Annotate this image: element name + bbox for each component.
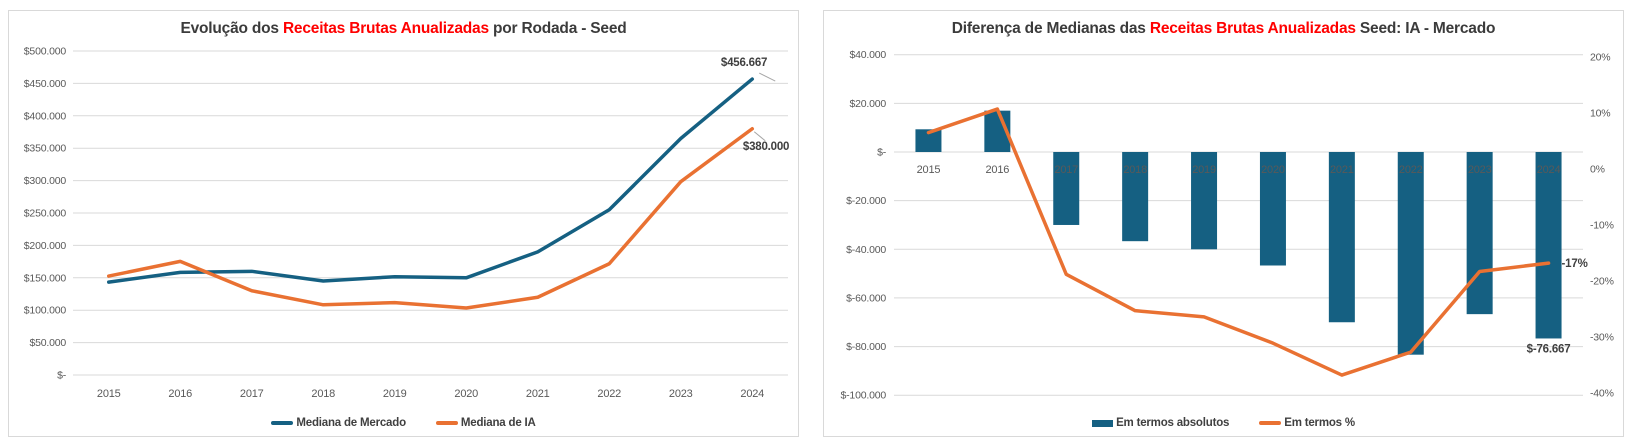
bar-2019 bbox=[1191, 152, 1218, 250]
legend-label-em-termos-pct: Em termos % bbox=[1284, 417, 1355, 429]
legend-item-mediana-de-mercado: Mediana de Mercado bbox=[271, 417, 406, 429]
left-axis-tick-label: $- bbox=[877, 147, 887, 159]
x-axis-tick-label: 2015 bbox=[917, 164, 941, 176]
series-line-ia bbox=[107, 127, 754, 310]
x-axis-tick-label: 2016 bbox=[168, 388, 192, 400]
right-chart-card: Diferença de Medianas das Receitas Bruta… bbox=[823, 10, 1624, 437]
y-axis-tick-label: $400.000 bbox=[24, 110, 67, 122]
orange-line-swatch bbox=[1259, 421, 1282, 425]
left-chart-title: Evolução dos Receitas Brutas Anualizadas… bbox=[9, 20, 798, 38]
left-axis-tick-label: $20.000 bbox=[849, 98, 886, 110]
bar-2018 bbox=[1122, 152, 1149, 242]
bar-2023 bbox=[1466, 152, 1493, 315]
x-axis-tick-label: 2018 bbox=[311, 388, 335, 400]
x-axis-tick-label: 2024 bbox=[1537, 164, 1561, 176]
left-title-highlight: Receitas Brutas Anualizadas bbox=[282, 20, 489, 37]
series-line-pct bbox=[926, 107, 1551, 377]
x-axis-tick-label: 2022 bbox=[597, 388, 621, 400]
x-axis-tick-label: 2024 bbox=[740, 388, 764, 400]
left-chart-legend: Mediana de Mercado Mediana de IA bbox=[9, 417, 798, 429]
left-axis-tick-label: $-20.000 bbox=[846, 195, 886, 207]
x-axis-tick-label: 2021 bbox=[1330, 164, 1354, 176]
bar-2015 bbox=[915, 129, 942, 152]
y-axis-tick-label: $150.000 bbox=[24, 272, 67, 284]
bar-2021 bbox=[1328, 152, 1355, 323]
data-label-ia-2024: $380.000 bbox=[743, 141, 789, 153]
y-axis-tick-label: $300.000 bbox=[24, 175, 67, 187]
right-chart-legend: Em termos absolutos Em termos % bbox=[824, 417, 1623, 429]
x-axis-tick-label: 2020 bbox=[1261, 164, 1285, 176]
right-axis-tick-label: -20% bbox=[1590, 276, 1614, 288]
data-label-pct-2024: -17% bbox=[1562, 258, 1588, 270]
left-axis-tick-label: $-80.000 bbox=[846, 341, 886, 353]
y-axis-tick-label: $200.000 bbox=[24, 240, 67, 252]
y-axis-tick-label: $350.000 bbox=[24, 143, 67, 155]
y-axis-tick-label: $50.000 bbox=[29, 337, 66, 349]
legend-item-em-termos-pct: Em termos % bbox=[1259, 417, 1355, 429]
orange-line-swatch bbox=[435, 421, 458, 425]
left-axis-tick-label: $-60.000 bbox=[846, 292, 886, 304]
bar-2020 bbox=[1259, 152, 1286, 266]
x-axis-tick-label: 2018 bbox=[1123, 164, 1147, 176]
left-title-suffix: por Rodada - Seed bbox=[488, 20, 627, 37]
x-axis-tick-label: 2023 bbox=[1468, 164, 1492, 176]
bar-2024 bbox=[1535, 152, 1562, 339]
right-title-prefix: Diferença de Medianas das bbox=[951, 20, 1150, 37]
left-chart-card: Evolução dos Receitas Brutas Anualizadas… bbox=[8, 10, 799, 437]
series-line-mercado bbox=[107, 77, 754, 284]
leader-line bbox=[753, 131, 766, 142]
legend-label-mediana-de-mercado: Mediana de Mercado bbox=[296, 417, 406, 429]
x-axis-tick-label: 2017 bbox=[1054, 164, 1078, 176]
x-axis-tick-label: 2019 bbox=[1192, 164, 1216, 176]
right-axis-tick-label: -10% bbox=[1590, 220, 1614, 232]
data-label-mercado-2024: $456.667 bbox=[721, 57, 767, 69]
legend-label-em-termos-absolutos: Em termos absolutos bbox=[1116, 417, 1230, 429]
x-axis-tick-label: 2019 bbox=[383, 388, 407, 400]
teal-bar-swatch bbox=[1092, 419, 1114, 427]
y-axis-tick-label: $450.000 bbox=[24, 78, 67, 90]
legend-label-mediana-de-ia: Mediana de IA bbox=[460, 417, 536, 429]
legend-item-em-termos-absolutos: Em termos absolutos bbox=[1092, 417, 1229, 429]
combo-chart-canvas: $40.000 $20.000 $- $-20.000 $-40.000 $-60.000… bbox=[841, 49, 1614, 402]
data-label-absoluto-2024: $-76.667 bbox=[1527, 343, 1571, 355]
legend-item-mediana-de-ia: Mediana de IA bbox=[435, 417, 536, 429]
right-title-suffix: Seed: IA - Mercado bbox=[1355, 20, 1496, 37]
right-axis-tick-label: -30% bbox=[1590, 332, 1614, 344]
right-axis-tick-label: 0% bbox=[1590, 164, 1605, 176]
x-axis-tick-label: 2023 bbox=[669, 388, 693, 400]
x-axis-tick-label: 2017 bbox=[240, 388, 264, 400]
right-chart-title: Diferença de Medianas das Receitas Bruta… bbox=[824, 20, 1623, 38]
x-axis-tick-label: 2015 bbox=[97, 388, 121, 400]
y-axis-tick-label: $- bbox=[57, 370, 67, 382]
x-axis-tick-label: 2016 bbox=[986, 164, 1010, 176]
leader-line bbox=[759, 72, 776, 82]
right-axis-tick-label: 20% bbox=[1590, 52, 1610, 64]
right-title-highlight: Receitas Brutas Anualizadas bbox=[1149, 20, 1356, 37]
left-axis-tick-label: $40.000 bbox=[849, 49, 886, 61]
left-title-prefix: Evolução dos bbox=[180, 20, 283, 37]
y-axis-tick-label: $500.000 bbox=[24, 46, 67, 58]
left-axis-tick-label: $-100.000 bbox=[841, 390, 887, 402]
line-chart-canvas: $500.000 $450.000 $400.000 $350.000 $300.000… bbox=[24, 46, 790, 401]
x-axis-tick-label: 2020 bbox=[454, 388, 478, 400]
bar-2022 bbox=[1397, 152, 1424, 355]
x-axis-tick-label: 2021 bbox=[526, 388, 550, 400]
y-axis-tick-label: $250.000 bbox=[24, 208, 67, 220]
right-axis-tick-label: 10% bbox=[1590, 108, 1610, 120]
y-axis-tick-label: $100.000 bbox=[24, 305, 67, 317]
x-axis-tick-label: 2022 bbox=[1399, 164, 1423, 176]
right-axis-tick-label: -40% bbox=[1590, 388, 1614, 400]
bar-2017 bbox=[1053, 152, 1080, 225]
teal-line-swatch bbox=[271, 421, 294, 425]
left-axis-tick-label: $-40.000 bbox=[846, 244, 886, 256]
